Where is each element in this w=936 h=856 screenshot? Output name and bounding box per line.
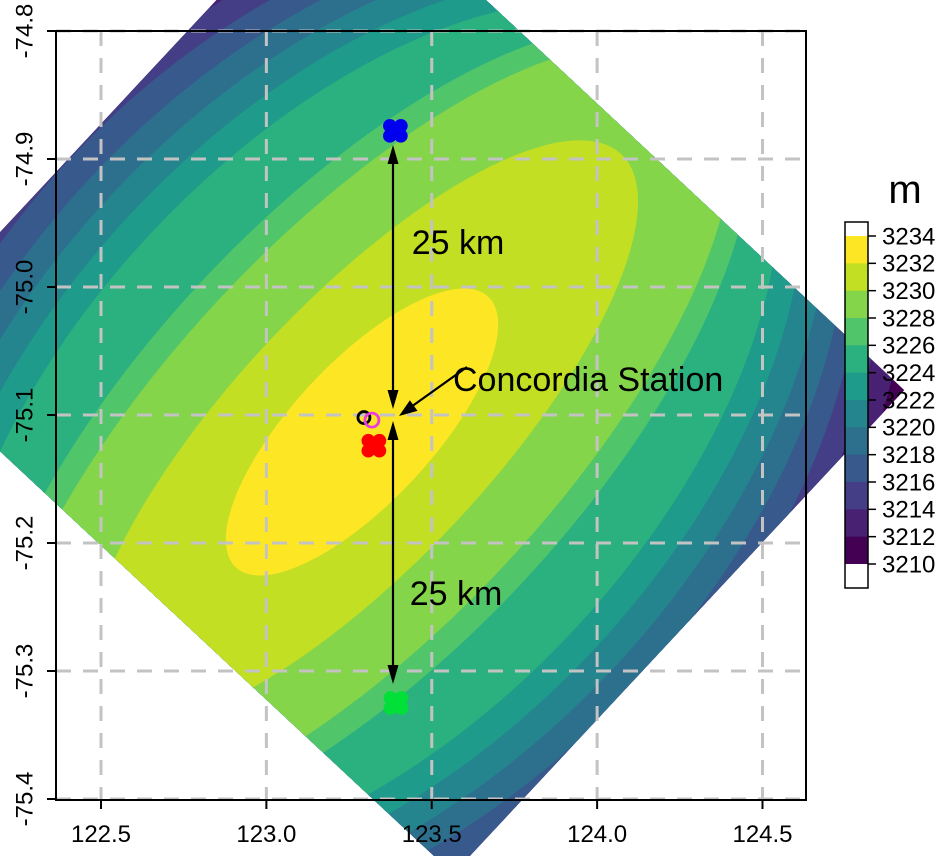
colorbar-tick-label: 3212 — [882, 524, 935, 551]
colorbar-segment-3222 — [845, 372, 868, 401]
colorbar-tick-label: 3224 — [882, 360, 935, 387]
colorbar-segment-3224 — [845, 345, 868, 374]
map-markers — [356, 118, 409, 715]
colorbar-tick-label: 3234 — [882, 223, 935, 250]
marker-dot-icon — [361, 443, 376, 458]
arrow-shaft — [410, 366, 468, 408]
contour-band-3232 — [225, 288, 499, 576]
colorbar-segment-3216 — [845, 454, 868, 483]
open-circle-icon — [356, 410, 372, 425]
marker-station-point — [361, 433, 387, 458]
y-axis-tick-label: -74.9 — [11, 132, 38, 187]
y-axis-tick-label: -75.4 — [11, 772, 38, 827]
colorbar-tick-label: 3222 — [882, 387, 935, 414]
colorbar-tick-label: 3228 — [882, 305, 935, 332]
distance-arrow-top — [387, 145, 399, 409]
x-axis-tick-label: 123.5 — [402, 821, 462, 848]
colorbar-segment-3210 — [845, 536, 868, 565]
x-axis-tick-label: 122.5 — [71, 821, 131, 848]
colorbar-segment-3220 — [845, 399, 868, 428]
marker-dot-icon — [383, 128, 397, 143]
marker-dot-icon — [394, 128, 408, 143]
marker-dot-icon — [383, 701, 398, 715]
marker-dot-icon — [383, 118, 397, 133]
marker-dot-icon — [383, 691, 398, 705]
marker-dot-icon — [394, 701, 409, 715]
marker-south-point — [383, 691, 409, 715]
marker-dot-icon — [372, 433, 387, 448]
arrow-head-icon — [399, 400, 418, 416]
colorbar-title: m — [888, 168, 921, 212]
x-axis-tick-label: 123.0 — [236, 821, 296, 848]
y-axis-tick-label: -75.3 — [11, 644, 38, 699]
colorbar: 3234323232303228322632243222322032183216… — [844, 221, 935, 589]
colorbar-border — [844, 221, 869, 589]
colorbar-above-range — [845, 222, 868, 236]
colorbar-tick-label: 3232 — [882, 251, 935, 278]
x-axis-tick-label: 124.5 — [732, 821, 792, 848]
label-25km-top: 25 km — [412, 224, 505, 262]
colorbar-segment-3218 — [845, 427, 868, 456]
distance-arrow-bottom — [387, 421, 399, 684]
colorbar-segment-3226 — [845, 317, 868, 346]
marker-station-circle-magenta — [363, 411, 381, 429]
marker-station-circle-black — [356, 410, 372, 425]
colorbar-tick-label: 3210 — [882, 551, 935, 578]
y-axis-tick-label: -75.1 — [11, 388, 38, 443]
colorbar-segment-3212 — [845, 509, 868, 538]
marker-dot-icon — [394, 691, 409, 705]
arrow-head-up-icon — [387, 145, 399, 164]
colorbar-tick-label: 3216 — [882, 469, 935, 496]
open-circle-icon — [363, 411, 381, 429]
x-axis-tick-label: 124.0 — [567, 821, 627, 848]
colorbar-tick-label: 3230 — [882, 278, 935, 305]
colorbar-segment-3230 — [845, 263, 868, 292]
marker-north-point — [383, 118, 408, 143]
colorbar-tick-label: 3226 — [882, 333, 935, 360]
y-axis-tick-label: -74.8 — [11, 4, 38, 59]
colorbar-tick-label: 3220 — [882, 415, 935, 442]
marker-dot-icon — [372, 443, 387, 458]
colorbar-tick-label: 3218 — [882, 442, 935, 469]
arrow-head-down-icon — [387, 390, 399, 409]
y-axis-tick-label: -75.2 — [11, 516, 38, 571]
axes: 122.5 123.0 123.5 124.0 124.5 -74.8 -74.9 -75.0… — [11, 4, 792, 848]
y-axis-tick-label: -75.0 — [11, 260, 38, 315]
marker-dot-icon — [394, 118, 408, 133]
label-25km-bottom: 25 km — [410, 575, 503, 613]
arrow-head-up-icon — [387, 421, 399, 440]
colorbar-tick-label: 3214 — [882, 497, 935, 524]
arrow-head-down-icon — [387, 665, 399, 684]
station-leader-arrow — [399, 366, 468, 416]
colorbar-segment-3228 — [845, 290, 868, 319]
colorbar-segment-3214 — [845, 481, 868, 510]
marker-dot-icon — [361, 433, 376, 448]
colorbar-below-range — [845, 563, 868, 588]
label-concordia-station: Concordia Station — [453, 361, 723, 399]
colorbar-segment-3232 — [845, 236, 868, 264]
